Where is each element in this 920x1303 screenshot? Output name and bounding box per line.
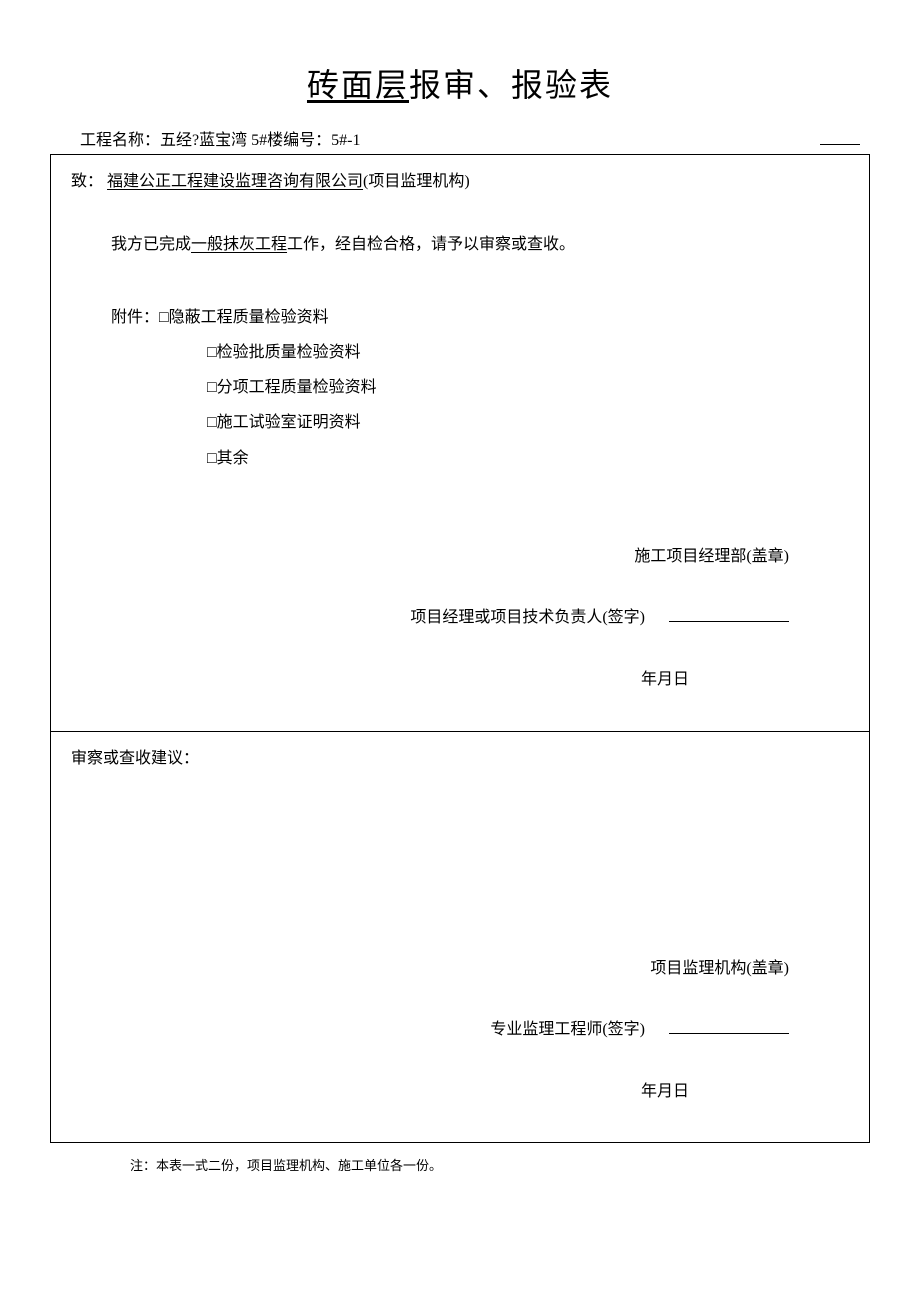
addressee-line: 致： 福建公正工程建设监理咨询有限公司(项目监理机构)	[71, 167, 849, 191]
section-review: 审察或查收建议： 项目监理机构(盖章) 专业监理工程师(签字) 年月日	[51, 732, 869, 1143]
footnote: 注：本表一式二份，项目监理机构、施工单位各一份。	[130, 1155, 870, 1174]
form-title: 砖面层报审、报验表	[50, 60, 870, 106]
attach-label: 附件：	[111, 300, 159, 335]
manager-signature-line: 项目经理或项目技术负责人(签字)	[71, 597, 789, 639]
body-suffix: 工作，经自检合格，请予以审察或查收。	[287, 236, 575, 253]
section-submission: 致： 福建公正工程建设监理咨询有限公司(项目监理机构) 我方已完成一般抹灰工程工…	[51, 155, 869, 732]
body-work-name: 一般抹灰工程	[191, 236, 287, 253]
contractor-seal: 施工项目经理部(盖章)	[71, 536, 789, 578]
engineer-sign-label: 专业监理工程师(签字)	[490, 1021, 645, 1038]
project-label: 工程名称：	[80, 126, 160, 150]
project-name: 五经?蓝宝湾 5#楼	[160, 126, 283, 150]
signature-blank	[669, 1033, 789, 1034]
contractor-signature-block: 施工项目经理部(盖章) 项目经理或项目技术负责人(签字) 年月日	[71, 536, 849, 701]
date-line: 年月日	[71, 659, 789, 701]
form-container: 致： 福建公正工程建设监理咨询有限公司(项目监理机构) 我方已完成一般抹灰工程工…	[50, 154, 870, 1143]
body-prefix: 我方已完成	[111, 236, 191, 253]
supervisor-signature-block: 项目监理机构(盖章) 专业监理工程师(签字) 年月日	[71, 948, 849, 1113]
signature-blank	[669, 621, 789, 622]
attachment-item: □检验批质量检验资料	[207, 335, 849, 370]
manager-sign-label: 项目经理或项目技术负责人(签字)	[410, 609, 645, 626]
to-company: 福建公正工程建设监理咨询有限公司	[107, 173, 363, 190]
number-label: 编号：	[283, 126, 331, 150]
header-blank-line	[820, 144, 860, 145]
engineer-signature-line: 专业监理工程师(签字)	[71, 1009, 789, 1051]
attachment-item: □分项工程质量检验资料	[207, 370, 849, 405]
attachment-item: □隐蔽工程质量检验资料	[159, 309, 329, 326]
attachment-item: □施工试验室证明资料	[207, 405, 849, 440]
date-line: 年月日	[71, 1071, 789, 1113]
attachments-block: 附件：□隐蔽工程质量检验资料 □检验批质量检验资料 □分项工程质量检验资料 □施…	[111, 300, 849, 476]
attachment-item: □其余	[207, 441, 849, 476]
title-underlined: 砖面层	[307, 67, 409, 103]
title-rest: 报审、报验表	[409, 67, 613, 103]
to-suffix: (项目监理机构)	[363, 173, 470, 190]
review-label: 审察或查收建议：	[71, 744, 849, 768]
header-line: 工程名称： 五经?蓝宝湾 5#楼 编号： 5#-1	[50, 126, 870, 150]
number-value: 5#-1	[331, 132, 360, 150]
supervisor-seal: 项目监理机构(盖章)	[71, 948, 789, 990]
to-label: 致：	[71, 173, 103, 190]
completion-statement: 我方已完成一般抹灰工程工作，经自检合格，请予以审察或查收。	[111, 231, 849, 260]
